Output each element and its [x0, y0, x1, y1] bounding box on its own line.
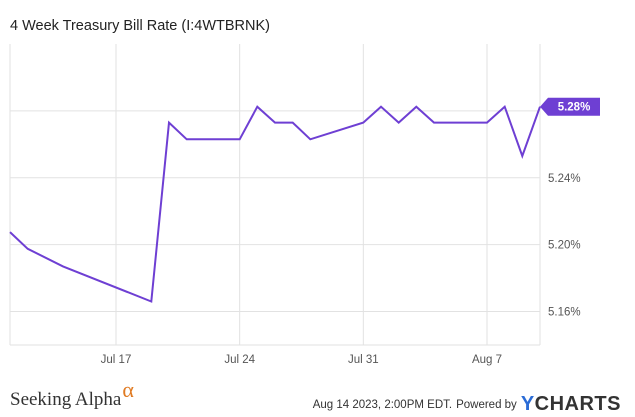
ycharts-logo-text: CHARTS: [534, 393, 621, 415]
y-tick-label: 5.20%: [548, 240, 581, 252]
current-value-tag-shape: [540, 97, 600, 116]
seeking-alpha-text: Seeking Alpha: [10, 389, 122, 410]
grid-lines: [9, 44, 541, 346]
ycharts-y-icon: Y: [520, 393, 535, 415]
seeking-alpha-logo[interactable]: Seeking Alphaα: [10, 377, 134, 411]
x-tick-label: Jul 24: [224, 354, 255, 366]
x-tick-label: Jul 31: [348, 354, 379, 366]
alpha-icon: α: [122, 377, 134, 402]
timestamp: Aug 14 2023, 2:00PM EDT.: [312, 398, 453, 411]
x-tick-label: Aug 7: [472, 354, 502, 366]
current-value-tag-label: 5.28%: [558, 102, 591, 114]
y-tick-label: 5.16%: [548, 307, 581, 319]
footer-attribution: Aug 14 2023, 2:00PM EDT. Powered by Y CHA…: [313, 393, 621, 416]
current-value-tag: 5.28%: [540, 97, 600, 116]
powered-by-text: Powered by: [456, 398, 517, 411]
y-axis: 5.16%5.20%5.24%5.28%: [548, 106, 581, 319]
series-line: [9, 104, 541, 303]
x-tick-label: Jul 17: [101, 354, 132, 366]
ycharts-logo[interactable]: Y CHARTS: [521, 393, 621, 416]
series: [9, 104, 541, 303]
y-tick-label: 5.24%: [548, 173, 581, 185]
x-axis: Jul 17 Jul 24 Jul 31 Aug 7: [101, 354, 502, 366]
chart-title: 4 Week Treasury Bill Rate (I:4WTBRNK): [10, 18, 270, 34]
